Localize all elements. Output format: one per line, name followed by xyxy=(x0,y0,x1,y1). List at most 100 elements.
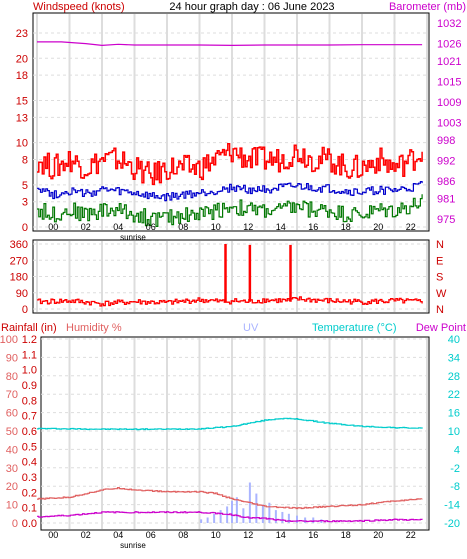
temp-lines xyxy=(37,417,423,523)
x-tick-label: 10 xyxy=(211,530,221,540)
barometer-tick-label: 1021 xyxy=(437,56,461,68)
barometer-tick-label: 981 xyxy=(437,193,455,205)
direction-tick-label: 180 xyxy=(10,272,28,284)
windspeed-tick-label: 8 xyxy=(22,155,28,167)
x-tick-label: 02 xyxy=(81,530,91,540)
panel-temp-frame xyxy=(40,336,430,531)
barometer-tick-label: 1003 xyxy=(437,118,461,130)
temp-ticks: -20 -14 -8 -2 4 10 16 22 28 34 40 xyxy=(444,334,460,530)
temp-x-ticks: 00 02 04 06 08 10 12 14 16 18 20 22 xyxy=(48,530,416,540)
windspeed-tick-label: 3 xyxy=(22,197,28,209)
humidity-tick-label: 50 xyxy=(6,426,18,438)
x-tick-label: 00 xyxy=(48,530,58,540)
rainfall-tick-label: 0.0 xyxy=(22,518,37,530)
chart-title: 24 hour graph day : 06 June 2023 xyxy=(169,1,334,13)
series-temperature xyxy=(37,417,423,431)
humidity-tick-label: 60 xyxy=(6,408,18,420)
sunrise-label-1: sunrise xyxy=(120,233,146,242)
windspeed-tick-label: 5 xyxy=(22,180,28,192)
wind-left-ticks: 0 3 5 8 10 13 15 18 20 23 xyxy=(16,28,28,234)
rainfall-tick-label: 0.7 xyxy=(22,411,37,423)
x-tick-label: 22 xyxy=(406,222,416,232)
windspeed-tick-label: 20 xyxy=(16,53,28,65)
wind-lines xyxy=(37,41,423,227)
barometer-tick-label: 975 xyxy=(437,214,455,226)
x-tick-label: 04 xyxy=(113,530,123,540)
direction-left-ticks: 0 90 180 270 360 xyxy=(10,239,28,316)
temperature-tick-label: 34 xyxy=(448,352,460,364)
barometer-tick-label: 1032 xyxy=(437,18,461,30)
barometer-tick-label: 992 xyxy=(437,156,455,168)
temperature-tick-label: -20 xyxy=(444,518,460,530)
humidity-ticks: 0 10 20 30 40 50 60 70 80 90 100 xyxy=(0,334,18,530)
x-tick-label: 20 xyxy=(373,530,383,540)
humidity-tick-label: 90 xyxy=(6,352,18,364)
uv-axis-label: UV xyxy=(243,322,259,334)
temperature-tick-label: -14 xyxy=(444,500,460,512)
dewpoint-axis-label: Dew Point xyxy=(416,322,466,334)
x-tick-label: 16 xyxy=(308,530,318,540)
temperature-tick-label: -2 xyxy=(450,463,460,475)
humidity-axis-label: Humidity % xyxy=(66,322,122,334)
direction-tick-label: 0 xyxy=(22,304,28,316)
sunrise-label-3: sunrise xyxy=(120,541,146,550)
compass-tick-label: W xyxy=(436,288,447,300)
temperature-tick-label: 28 xyxy=(448,371,460,383)
x-tick-label: 14 xyxy=(276,530,286,540)
x-tick-label: 08 xyxy=(178,530,188,540)
x-tick-label: 14 xyxy=(276,222,286,232)
x-tick-label: 16 xyxy=(308,222,318,232)
x-tick-label: 12 xyxy=(243,222,253,232)
direction-tick-label: 360 xyxy=(10,239,28,251)
windspeed-tick-label: 0 xyxy=(22,222,28,234)
direction-tick-label: 270 xyxy=(10,255,28,267)
compass-tick-label: E xyxy=(436,255,443,267)
compass-tick-label: N xyxy=(436,304,444,316)
rainfall-tick-label: 0.3 xyxy=(22,472,37,484)
barometer-tick-label: 1015 xyxy=(437,76,461,88)
series-wind-direction xyxy=(37,296,423,307)
rain-ticks: 0.0 0.1 0.2 0.3 0.4 0.5 0.6 0.7 0.8 0.9 1.0 1.1 1.2 xyxy=(22,334,37,530)
rainfall-tick-label: 0.9 xyxy=(22,380,37,392)
humidity-tick-label: 20 xyxy=(6,481,18,493)
windspeed-tick-label: 18 xyxy=(16,70,28,82)
barometer-axis-label: Barometer (mb) xyxy=(389,1,466,13)
rainfall-axis-label: Rainfall (in) xyxy=(1,322,57,334)
direction-tick-label: 90 xyxy=(16,288,28,300)
direction-lines xyxy=(37,244,423,307)
temperature-tick-label: 22 xyxy=(448,389,460,401)
windspeed-tick-label: 15 xyxy=(16,95,28,107)
series-humidity xyxy=(37,487,423,510)
humidity-tick-label: 40 xyxy=(6,444,18,456)
barometer-tick-label: 1009 xyxy=(437,97,461,109)
rainfall-tick-label: 0.8 xyxy=(22,395,37,407)
humidity-tick-label: 0 xyxy=(12,518,18,530)
humidity-tick-label: 10 xyxy=(6,500,18,512)
windspeed-axis-label: Windspeed (knots) xyxy=(33,1,125,13)
wind-grid xyxy=(33,14,429,230)
rainfall-tick-label: 0.6 xyxy=(22,426,37,438)
x-tick-label: 10 xyxy=(211,222,221,232)
rainfall-tick-label: 1.0 xyxy=(22,365,37,377)
x-tick-label: 00 xyxy=(48,222,58,232)
panel-wind-frame xyxy=(32,12,430,232)
windspeed-tick-label: 10 xyxy=(16,138,28,150)
panel-temp: 0.00.10.20.30.40.50.60.70.80.91.01.11.2 … xyxy=(0,322,466,550)
wind-x-ticks: 00 02 04 06 08 10 12 14 16 18 20 22 xyxy=(48,222,416,232)
x-tick-label: 06 xyxy=(146,222,156,232)
rainfall-tick-label: 1.1 xyxy=(22,349,37,361)
series-windspeed_gust xyxy=(37,143,423,186)
humidity-tick-label: 80 xyxy=(6,371,18,383)
x-tick-label: 18 xyxy=(341,530,351,540)
series-windspeed_avg xyxy=(37,181,423,202)
humidity-tick-label: 100 xyxy=(0,334,18,346)
windspeed-tick-label: 13 xyxy=(16,112,28,124)
temp-grid xyxy=(41,338,429,529)
temperature-tick-label: 40 xyxy=(448,334,460,346)
x-tick-label: 18 xyxy=(341,222,351,232)
compass-tick-label: N xyxy=(436,239,444,251)
